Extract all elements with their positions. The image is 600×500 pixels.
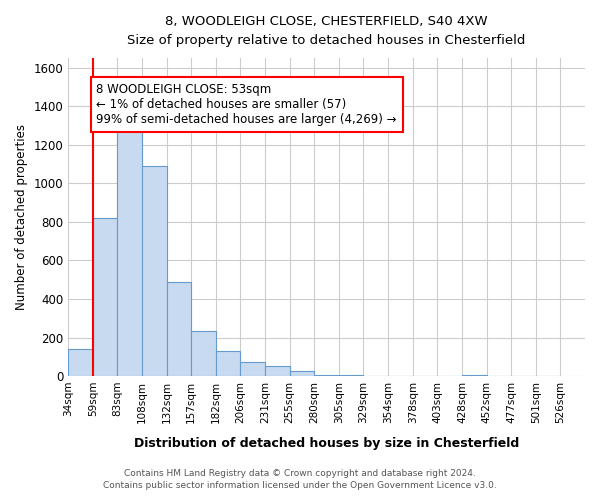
Text: Contains HM Land Registry data © Crown copyright and database right 2024.
Contai: Contains HM Land Registry data © Crown c… (103, 468, 497, 490)
Bar (265, 366, 290, 376)
Bar (142, 166, 167, 376)
Bar (462, 375, 487, 376)
Bar (93, 218, 118, 376)
Y-axis label: Number of detached properties: Number of detached properties (15, 124, 28, 310)
Bar (167, 282, 191, 376)
Bar (191, 331, 216, 376)
Bar (290, 372, 314, 376)
Bar (216, 351, 241, 376)
Bar (118, 126, 142, 376)
X-axis label: Distribution of detached houses by size in Chesterfield: Distribution of detached houses by size … (134, 437, 519, 450)
Title: 8, WOODLEIGH CLOSE, CHESTERFIELD, S40 4XW
Size of property relative to detached : 8, WOODLEIGH CLOSE, CHESTERFIELD, S40 4X… (127, 15, 526, 47)
Bar (241, 362, 265, 376)
Bar (314, 375, 339, 376)
Bar (68, 349, 93, 376)
Text: 8 WOODLEIGH CLOSE: 53sqm
← 1% of detached houses are smaller (57)
99% of semi-de: 8 WOODLEIGH CLOSE: 53sqm ← 1% of detache… (97, 83, 397, 126)
Bar (339, 375, 364, 376)
